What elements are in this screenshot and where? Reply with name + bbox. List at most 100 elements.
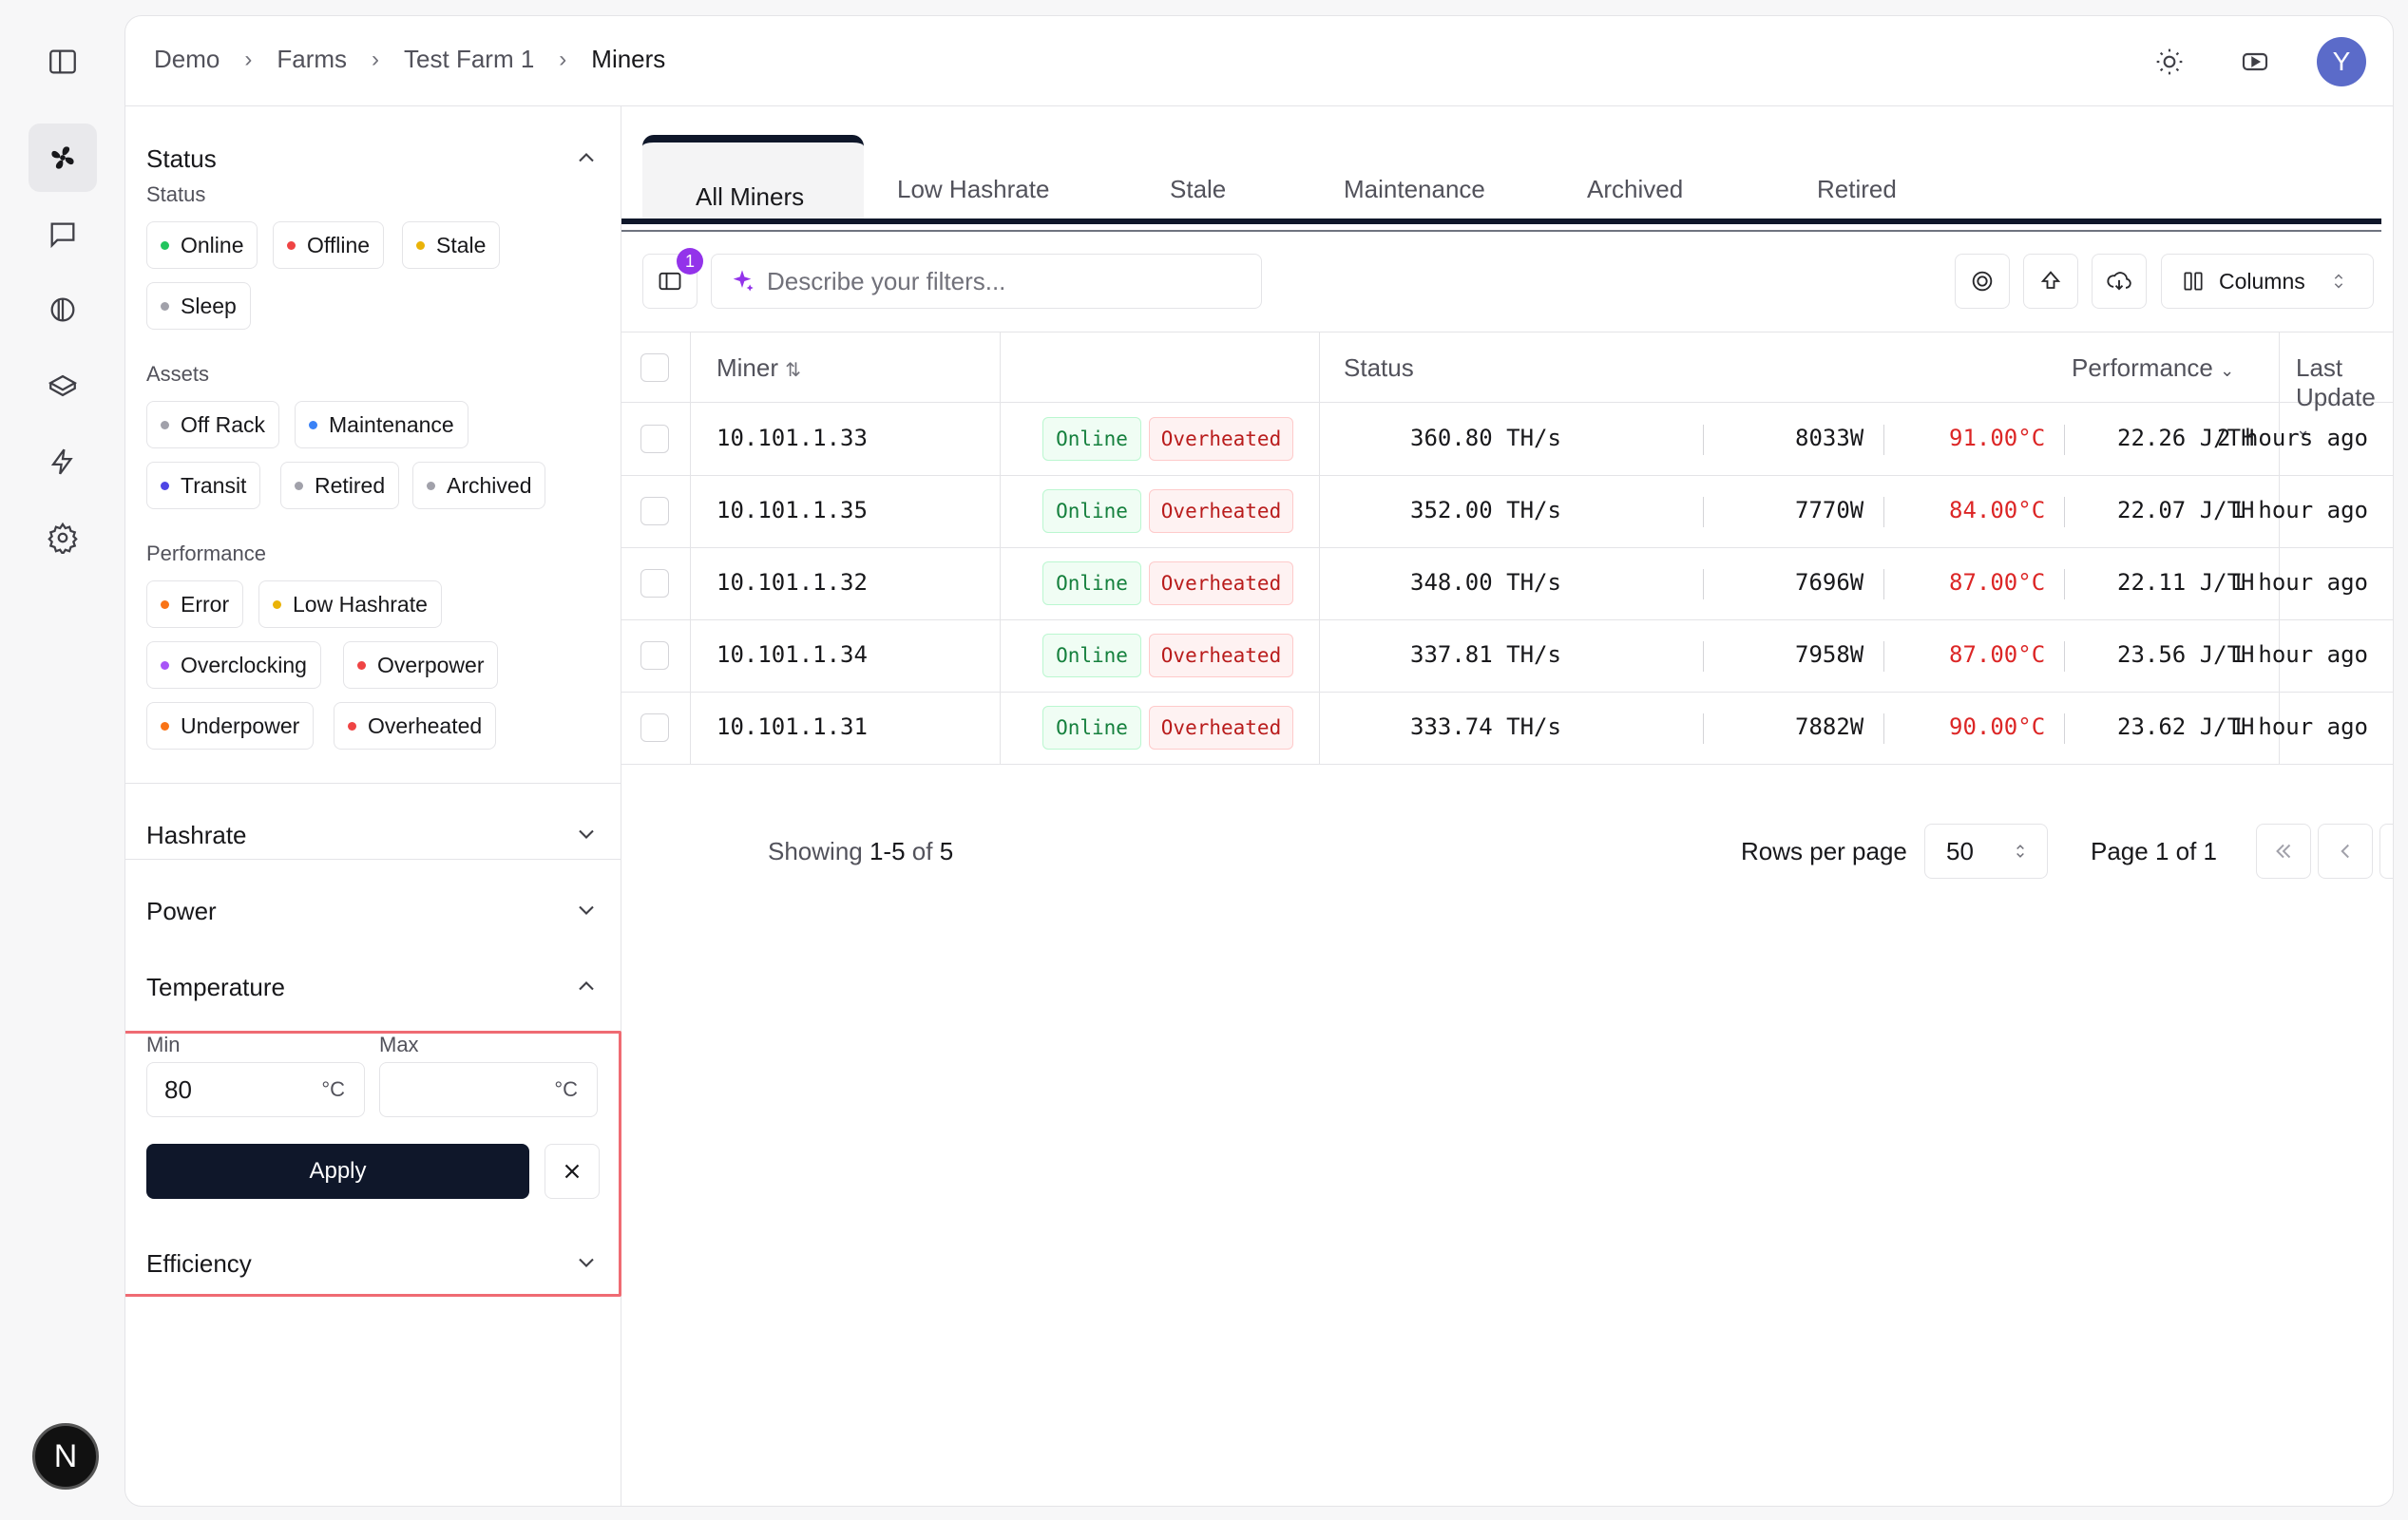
table-row[interactable]: 10.101.1.31 Online Overheated 333.74 TH/… [621, 693, 2393, 765]
prev-page-button[interactable] [2318, 824, 2373, 879]
row-checkbox[interactable] [640, 641, 669, 670]
table-row[interactable]: 10.101.1.34 Online Overheated 337.81 TH/… [621, 620, 2393, 693]
tab-retired[interactable]: Retired [1817, 175, 1897, 203]
chip-off-rack[interactable]: Off Rack [146, 401, 280, 448]
chip-overheated[interactable]: Overheated [334, 702, 497, 750]
temperature-section-title[interactable]: Temperature [146, 973, 285, 1001]
miners-fan-icon[interactable] [29, 124, 97, 192]
breadcrumb-demo[interactable]: Demo [154, 45, 220, 73]
next-logo-icon[interactable]: N [32, 1423, 99, 1490]
breadcrumb-farm[interactable]: Test Farm 1 [404, 45, 535, 73]
miner-ip[interactable]: 10.101.1.35 [717, 497, 868, 523]
header-last-update[interactable]: Last Update ⌄ [2296, 353, 2393, 442]
chip-offline[interactable]: Offline [273, 221, 385, 269]
active-filter-count-badge: 1 [677, 248, 703, 275]
row-checkbox[interactable] [640, 497, 669, 525]
chip-overpower[interactable]: Overpower [343, 641, 499, 689]
chip-overclocking[interactable]: Overclocking [146, 641, 321, 689]
breadcrumb: Demo › Farms › Test Farm 1 › Miners [154, 45, 665, 74]
tab-archived[interactable]: Archived [1587, 175, 1684, 203]
tab-stale[interactable]: Stale [1170, 175, 1227, 203]
chip-online[interactable]: Online [146, 221, 258, 269]
chip-label: Transit [181, 472, 247, 498]
chip-low-hashrate[interactable]: Low Hashrate [258, 580, 442, 628]
power-section-title[interactable]: Power [146, 897, 217, 925]
table-row[interactable]: 10.101.1.33 Online Overheated 360.80 TH/… [621, 404, 2393, 476]
apply-button[interactable]: Apply [146, 1144, 529, 1199]
efficiency-section-title[interactable]: Efficiency [146, 1249, 252, 1278]
power-value: 8033W [1795, 425, 1864, 451]
rows-per-page-select[interactable]: 50 [1924, 824, 2048, 879]
table-row[interactable]: 10.101.1.35 Online Overheated 352.00 TH/… [621, 476, 2393, 548]
miner-ip[interactable]: 10.101.1.32 [717, 569, 868, 596]
miner-ip[interactable]: 10.101.1.33 [717, 425, 868, 451]
chevron-right-icon: › [372, 46, 380, 72]
chip-label: Retired [315, 472, 386, 498]
upload-button[interactable] [2023, 254, 2078, 309]
miner-ip[interactable]: 10.101.1.31 [717, 713, 868, 740]
chip-label: Error [181, 591, 230, 617]
showing-total: 5 [939, 837, 954, 865]
sidebar-toggle-icon[interactable] [29, 28, 97, 96]
temp-max-input[interactable]: °C [379, 1062, 598, 1117]
first-page-button[interactable] [2256, 824, 2311, 879]
cell-separator [1883, 497, 1884, 527]
chip-sleep[interactable]: Sleep [146, 282, 251, 330]
hardware-icon[interactable] [29, 352, 97, 420]
row-checkbox[interactable] [640, 713, 669, 742]
chip-label: Overpower [377, 652, 485, 677]
tab-low-hashrate[interactable]: Low Hashrate [897, 175, 1050, 203]
chat-icon[interactable] [29, 200, 97, 269]
chip-transit[interactable]: Transit [146, 462, 261, 509]
chip-label: Off Rack [181, 411, 266, 437]
chip-maintenance[interactable]: Maintenance [295, 401, 468, 448]
target-button[interactable] [1955, 254, 2010, 309]
showing-summary: Showing 1-5 of 5 [768, 837, 953, 866]
row-checkbox[interactable] [640, 425, 669, 453]
columns-button[interactable]: Columns [2161, 254, 2374, 309]
status-dot [309, 420, 317, 429]
temp-min-value: 80 [164, 1074, 192, 1104]
theme-sun-icon[interactable] [2150, 42, 2189, 82]
chip-label: Low Hashrate [293, 591, 428, 617]
tab-maintenance[interactable]: Maintenance [1344, 175, 1485, 203]
hashrate-value: 348.00 TH/s [1410, 569, 1561, 596]
next-page-button[interactable] [2379, 824, 2393, 879]
chevron-down-icon[interactable] [573, 897, 600, 923]
hashrate-value: 333.74 TH/s [1410, 713, 1561, 740]
status-dot [161, 481, 169, 490]
status-dot [161, 660, 169, 670]
power-bolt-icon[interactable] [29, 428, 97, 496]
chip-stale[interactable]: Stale [402, 221, 501, 269]
contrast-icon[interactable] [29, 276, 97, 344]
chip-retired[interactable]: Retired [280, 462, 400, 509]
user-avatar[interactable]: Y [2317, 37, 2366, 86]
status-badge: Online [1042, 489, 1141, 533]
header-performance[interactable]: Performance ⌄ [2072, 353, 2234, 383]
chip-underpower[interactable]: Underpower [146, 702, 315, 750]
temp-min-input[interactable]: 80 °C [146, 1062, 365, 1117]
select-all-checkbox[interactable] [640, 353, 669, 382]
chip-label: Underpower [181, 712, 300, 738]
header-miner[interactable]: Miner ⇅ [717, 353, 801, 383]
video-icon[interactable] [2235, 42, 2275, 82]
cloud-download-button[interactable] [2092, 254, 2147, 309]
chevron-up-icon[interactable] [573, 144, 600, 171]
clear-temperature-button[interactable] [545, 1144, 600, 1199]
chevron-down-icon[interactable] [573, 1249, 600, 1276]
chip-error[interactable]: Error [146, 580, 244, 628]
miner-ip[interactable]: 10.101.1.34 [717, 641, 868, 668]
table-row[interactable]: 10.101.1.32 Online Overheated 348.00 TH/… [621, 548, 2393, 620]
breadcrumb-farms[interactable]: Farms [277, 45, 348, 73]
hashrate-section-title[interactable]: Hashrate [146, 821, 247, 849]
rows-per-page-value: 50 [1946, 836, 1974, 865]
chevron-up-icon[interactable] [573, 973, 600, 999]
chip-archived[interactable]: Archived [412, 462, 546, 509]
tab-all-miners[interactable]: All Miners [696, 182, 805, 211]
temp-unit: °C [321, 1077, 345, 1101]
settings-gear-icon[interactable] [29, 504, 97, 572]
status-section-title[interactable]: Status [146, 144, 217, 173]
row-checkbox[interactable] [640, 569, 669, 598]
ai-filter-search-input[interactable]: Describe your filters... [711, 254, 1262, 309]
chevron-down-icon[interactable] [573, 821, 600, 847]
